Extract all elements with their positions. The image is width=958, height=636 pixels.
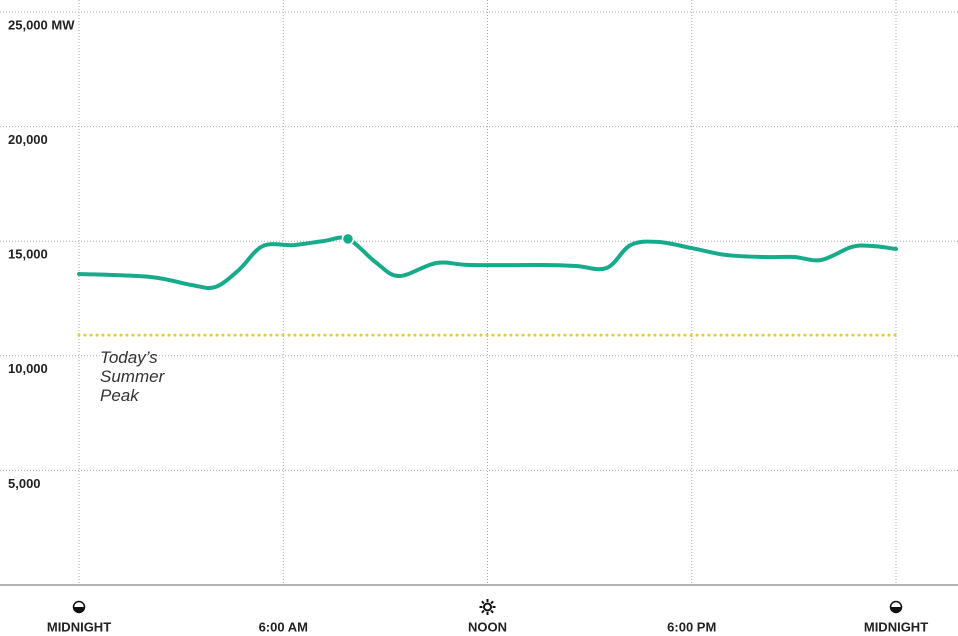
moon-icon [73,601,85,613]
y-tick-label: 5,000 [8,476,41,491]
x-tick-label: 6:00 PM [667,619,716,634]
moon-icon [890,601,902,613]
reference-label: Today’s Summer Peak [100,349,166,406]
x-tick-label: 6:00 AM [259,619,308,634]
y-tick-label: 25,000 MW [8,17,75,32]
y-tick-label: 10,000 [8,361,48,376]
sun-icon [483,602,492,612]
x-tick-label: NOON [468,619,507,634]
icons [72,599,903,615]
x-tick-label: MIDNIGHT [864,619,928,634]
peak-point [341,232,355,246]
y-tick-label: 15,000 [8,247,48,262]
sun-ray [481,600,485,605]
sun-ray [490,609,494,614]
x-tick-label: MIDNIGHT [47,619,111,634]
sun-ray [481,609,485,614]
y-tick-label: 20,000 [8,132,48,147]
sun-ray [490,600,494,605]
line [77,235,898,291]
